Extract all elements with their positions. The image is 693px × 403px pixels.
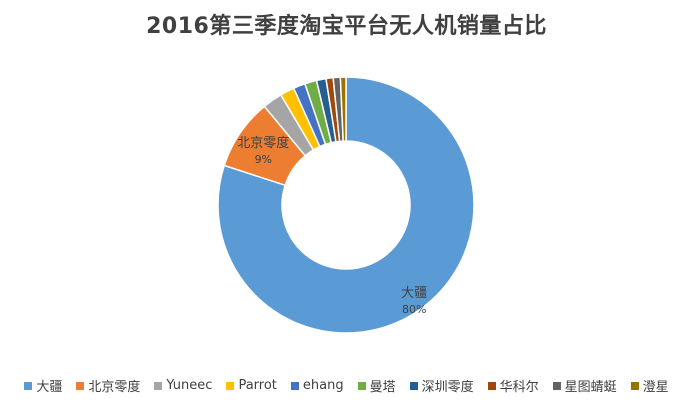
legend-label-6: 深圳零度 xyxy=(421,380,474,395)
legend-label-4: ehang xyxy=(302,378,344,393)
legend-swatch-5 xyxy=(357,381,366,390)
legend-item-7: 华科尔 xyxy=(487,376,539,395)
legend-label-9: 澄星 xyxy=(642,380,669,395)
chart-legend: 大疆 北京零度 Yuneec Parrot ehang 曼塔 深圳零度 华科尔 星图蜻蜓 澄星 xyxy=(0,376,693,395)
legend-swatch-4 xyxy=(290,381,299,390)
data-label-category-0: 大疆 xyxy=(401,286,427,301)
legend-item-4: ehang xyxy=(290,378,344,393)
legend-label-8: 星图蜻蜓 xyxy=(564,380,617,395)
slice-0 xyxy=(217,76,475,334)
legend-swatch-9 xyxy=(630,381,639,390)
data-label-value-1: 9% xyxy=(255,153,272,166)
legend-item-1: 北京零度 xyxy=(76,376,140,395)
legend-item-3: Parrot xyxy=(226,378,277,393)
legend-label-5: 曼塔 xyxy=(369,380,396,395)
legend-item-8: 星图蜻蜓 xyxy=(552,376,617,395)
legend-swatch-1 xyxy=(76,381,85,390)
legend-swatch-0 xyxy=(24,381,33,390)
data-label-value-0: 80% xyxy=(402,303,426,316)
legend-item-2: Yuneec xyxy=(154,378,212,393)
legend-swatch-6 xyxy=(409,381,418,390)
legend-label-7: 华科尔 xyxy=(499,380,539,395)
legend-item-9: 澄星 xyxy=(630,376,669,395)
data-label-category-1: 北京零度 xyxy=(237,135,289,151)
legend-item-0: 大疆 xyxy=(24,376,62,395)
legend-item-5: 曼塔 xyxy=(357,376,396,395)
legend-swatch-3 xyxy=(226,381,235,390)
legend-label-2: Yuneec xyxy=(166,378,213,393)
donut-slices xyxy=(217,76,475,334)
legend-item-6: 深圳零度 xyxy=(409,376,474,395)
legend-label-0: 大疆 xyxy=(36,380,63,395)
chart-title: 2016第三季度淘宝平台无人机销量占比 xyxy=(146,14,547,39)
legend-swatch-2 xyxy=(154,381,163,390)
legend-swatch-7 xyxy=(487,381,496,390)
legend-label-1: 北京零度 xyxy=(88,380,141,395)
legend-swatch-8 xyxy=(552,381,561,390)
slice-9 xyxy=(339,76,347,142)
donut-data-labels: 大疆 80% 北京零度 9% xyxy=(237,135,427,316)
legend-label-3: Parrot xyxy=(238,378,277,393)
